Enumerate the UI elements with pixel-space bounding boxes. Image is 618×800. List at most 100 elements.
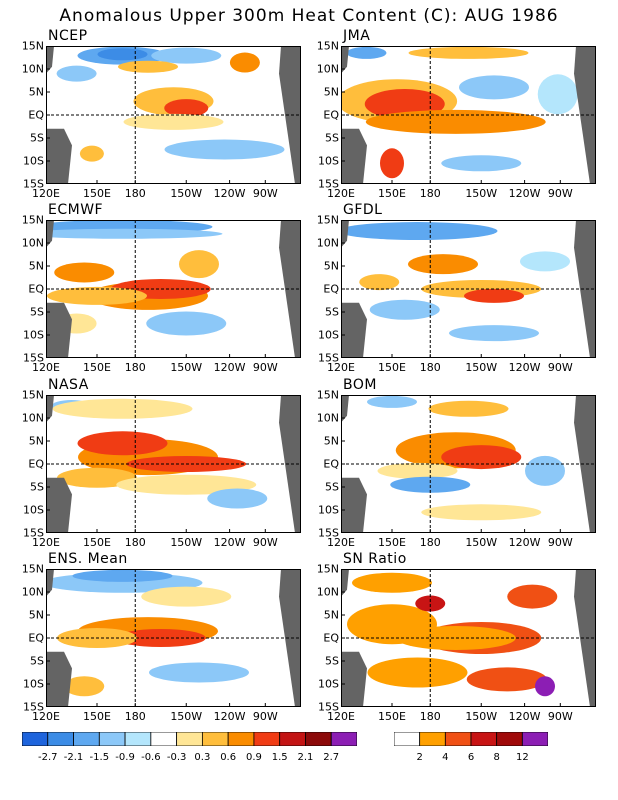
lat-tick-label: 5N (323, 259, 339, 273)
lat-tick-label: 5N (323, 608, 339, 622)
land-americas (279, 569, 301, 707)
colorbar-swatch (279, 732, 306, 746)
lat-tick-label: 15N (21, 562, 44, 576)
land-americas (279, 220, 301, 358)
panel-title: GFDL (343, 202, 383, 218)
panel-title: ECMWF (48, 202, 104, 218)
land-indonesia (46, 302, 72, 358)
lat-tick-label: 10S (23, 503, 44, 517)
colorbar-label: 4 (442, 752, 449, 763)
land-americas (279, 46, 301, 184)
colorbar-swatch (496, 732, 523, 746)
lon-tick-label: 120W (213, 187, 246, 200)
colorbar-label: 8 (493, 752, 500, 763)
lat-tick-label: 15N (21, 388, 44, 402)
lon-tick-label: 120W (508, 536, 541, 549)
land-asia (341, 569, 349, 597)
lat-tick-label: 10N (316, 236, 339, 250)
colorbar-label: 0.3 (194, 752, 211, 763)
map-panel: SN Ratio 15N 10N 5N EQ 5S 10S 15S 120E 150E 180 150… (317, 551, 596, 723)
panel-title: NASA (48, 377, 89, 393)
land-asia (46, 220, 54, 248)
lat-tick-label: 5S (30, 480, 44, 494)
colorbar-swatch (22, 732, 49, 746)
lat-tick-label: 15S (23, 526, 44, 540)
lat-tick-label: 15N (21, 39, 44, 53)
panel-title: NCEP (48, 28, 88, 44)
land-americas (574, 569, 596, 707)
lon-tick-label: 90W (252, 361, 278, 374)
colorbar-swatch (201, 732, 229, 746)
lat-tick-label: 15S (318, 526, 339, 540)
lon-tick-label: 150W (465, 361, 498, 374)
sn-ratio-colorbar (394, 732, 548, 746)
lat-tick-label: 5S (325, 654, 339, 668)
anomaly-map (341, 395, 596, 533)
lat-tick-label: 5S (325, 480, 339, 494)
colorbar-label: -2.1 (63, 752, 84, 763)
lat-tick-label: 15N (21, 213, 44, 227)
lon-tick-label: 120E (327, 710, 355, 723)
map-panel: ENS. Mean 15N 10N 5N EQ 5S 10S 15S 120E 150E 180 15… (22, 551, 301, 723)
lon-tick-label: 90W (252, 536, 278, 549)
land-americas (574, 395, 596, 533)
lat-tick-label: 5N (28, 608, 44, 622)
lat-tick-label: EQ (28, 457, 44, 471)
lat-tick-label: 5S (30, 654, 44, 668)
colorbar-swatch (150, 732, 178, 746)
lon-tick-label: 120W (508, 710, 541, 723)
colorbar-label: -0.9 (115, 752, 135, 763)
anomaly-map (46, 569, 301, 707)
lon-tick-label: 180 (419, 710, 441, 723)
lat-tick-label: 10S (318, 503, 339, 517)
lon-tick-label: 120W (213, 536, 246, 549)
lon-tick-label: 90W (252, 187, 278, 200)
map-panel: NCEP 15N 10N 5N EQ 5S 10S 15S 120E 150E 180 150W 120… (22, 28, 301, 200)
lat-tick-label: EQ (323, 631, 339, 645)
land-asia (341, 395, 349, 423)
colorbar-label: 12 (515, 752, 529, 763)
land-indonesia (46, 651, 72, 707)
lat-tick-label: 5N (323, 85, 339, 99)
colorbar-label: -0.6 (141, 752, 161, 763)
lat-tick-label: 10S (318, 677, 339, 691)
map-panel: ECMWF 15N 10N 5N EQ 5S 10S 15S 120E 150E 180 150W 12… (22, 202, 301, 374)
anomaly-map (341, 569, 596, 707)
lon-tick-label: 150E (378, 710, 406, 723)
land-indonesia (46, 128, 72, 184)
lat-tick-label: 15S (318, 700, 339, 714)
lat-tick-label: EQ (323, 457, 339, 471)
land-indonesia (341, 477, 367, 533)
anomaly-map (46, 220, 301, 358)
anomaly-map (341, 220, 596, 358)
lon-tick-label: 150W (170, 187, 203, 200)
panel-title: ENS. Mean (48, 551, 128, 567)
colorbar-swatch (176, 732, 203, 746)
lat-tick-label: EQ (28, 108, 44, 122)
panel-title: JMA (343, 28, 371, 44)
lon-tick-label: 120E (32, 187, 60, 200)
colorbar-label: -1.5 (89, 752, 110, 763)
land-americas (574, 46, 596, 184)
lat-tick-label: EQ (323, 282, 339, 296)
lon-tick-label: 180 (419, 536, 441, 549)
lat-tick-label: 10S (318, 154, 339, 168)
land-asia (46, 46, 54, 74)
colorbar-swatch (330, 732, 357, 746)
lat-tick-label: 15S (318, 351, 339, 365)
land-asia (46, 395, 54, 423)
lat-tick-label: 10N (316, 411, 339, 425)
lat-tick-label: 15N (316, 213, 339, 227)
land-indonesia (341, 128, 367, 184)
lat-tick-label: 5N (28, 434, 44, 448)
figure-title: Anomalous Upper 300m Heat Content (C): A… (59, 6, 559, 26)
lon-tick-label: 180 (124, 710, 146, 723)
colorbar-swatch (253, 732, 281, 746)
map-panel: BOM 15N 10N 5N EQ 5S 10S 15S 120E 150E 180 150W 120W… (317, 377, 596, 549)
lon-tick-label: 150W (170, 361, 203, 374)
lat-tick-label: 10N (316, 62, 339, 76)
panel-title: SN Ratio (343, 551, 407, 567)
lon-tick-label: 150W (465, 710, 498, 723)
lat-tick-label: 15S (23, 177, 44, 191)
colorbar-label: -0.3 (166, 752, 187, 763)
